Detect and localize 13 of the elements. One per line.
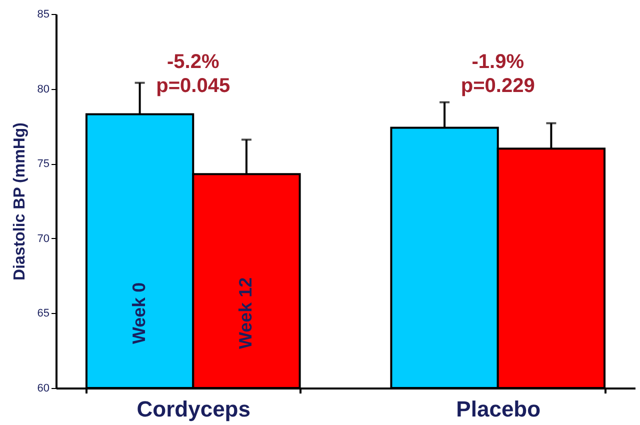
y-tick-label: 70 <box>37 232 50 245</box>
y-tick-label: 75 <box>37 158 50 170</box>
y-tick-label: 65 <box>37 308 50 320</box>
y-tick-label: 60 <box>37 382 50 394</box>
x-tick-label: Cordyceps <box>136 396 250 422</box>
annotation: -5.2% p=0.045 <box>156 51 230 97</box>
x-tick-label: Placebo <box>456 396 541 422</box>
series-label: Week 12 <box>235 277 256 350</box>
y-axis-title: Diastolic BP (mmHg) <box>11 122 28 280</box>
annotation: -1.9% p=0.229 <box>460 51 535 97</box>
series-label: Week 0 <box>128 282 149 344</box>
y-tick-label: 80 <box>37 83 50 96</box>
y-tick-label: 85 <box>37 8 50 20</box>
